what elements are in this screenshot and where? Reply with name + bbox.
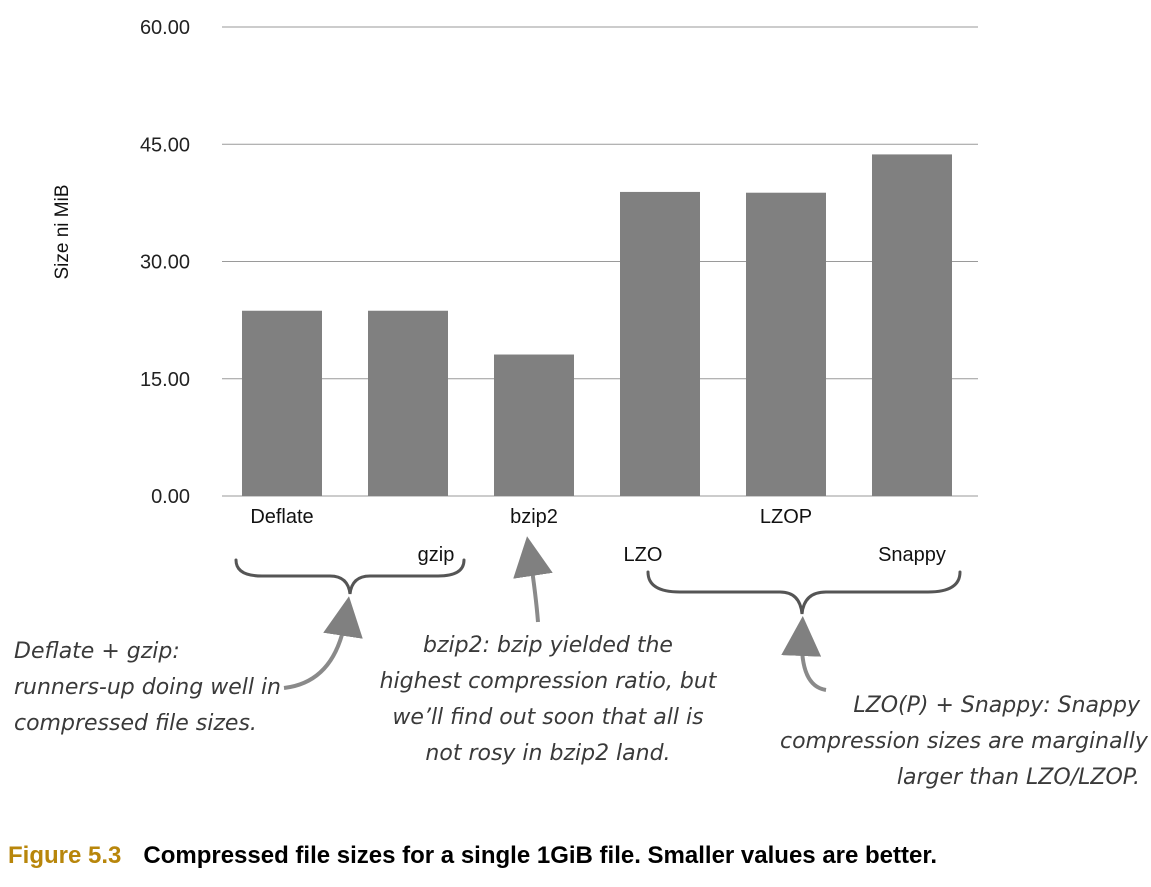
bar-deflate xyxy=(242,310,322,496)
y-tick-label: 30.00 xyxy=(140,252,190,274)
bars xyxy=(242,154,952,497)
arrow-bzip2 xyxy=(513,536,553,623)
grid-lines xyxy=(222,26,978,497)
figure-number: Figure 5.3 xyxy=(8,842,122,869)
bar-snappy xyxy=(872,154,952,496)
category-label-snappy: Snappy xyxy=(878,544,946,566)
category-labels: Deflate gzip bzip2 LZO LZOP Snappy xyxy=(250,506,946,566)
figure-caption: Figure 5.3 Compressed file sizes for a si… xyxy=(8,842,937,870)
arrow-lzo-snappy xyxy=(781,616,827,692)
annotation-bzip2: bzip2: bzip yielded the highest compress… xyxy=(379,633,717,766)
y-tick-label: 45.00 xyxy=(140,134,190,156)
bar-gzip xyxy=(368,310,448,496)
category-label-bzip2: bzip2 xyxy=(510,506,558,528)
category-label-lzop: LZOP xyxy=(760,506,812,528)
annotation-lzo-snappy: LZO(P) + Snappy: Snappy compression size… xyxy=(780,693,1148,790)
brace-deflate-gzip xyxy=(234,558,466,595)
y-tick-label: 60.00 xyxy=(140,17,190,39)
category-label-deflate: Deflate xyxy=(250,506,313,528)
y-axis-title: Size ni MiB xyxy=(52,184,73,279)
brace-lzo-snappy xyxy=(646,570,962,615)
bar-lzo xyxy=(620,191,700,496)
y-tick-labels: 0.00 15.00 30.00 45.00 60.00 xyxy=(140,17,190,508)
y-tick-label: 0.00 xyxy=(151,486,190,508)
caption-text: Compressed file sizes for a single 1GiB … xyxy=(143,842,938,869)
y-tick-label: 15.00 xyxy=(140,369,190,391)
category-label-lzo: LZO xyxy=(624,544,663,566)
annotation-deflate-gzip: Deflate + gzip: runners-up doing well in… xyxy=(14,639,281,736)
arrow-deflate-gzip xyxy=(283,596,363,690)
bar-bzip2 xyxy=(494,354,574,496)
category-label-gzip: gzip xyxy=(418,544,455,566)
bar-lzop xyxy=(746,192,826,497)
